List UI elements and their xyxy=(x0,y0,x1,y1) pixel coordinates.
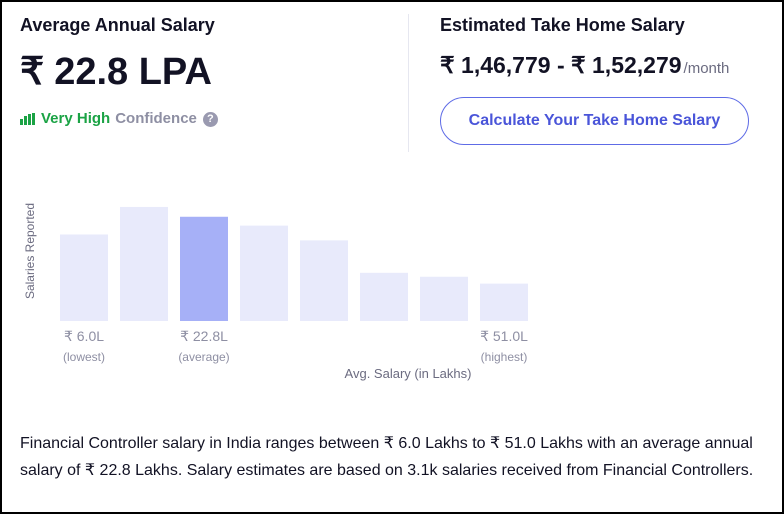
average-salary-amount: 22.8 LPA xyxy=(54,51,212,93)
tick-label: ₹ 6.0L xyxy=(64,328,104,344)
take-home-panel: Estimated Take Home Salary ₹ 1,46,779 - … xyxy=(440,14,770,145)
bars-group xyxy=(60,206,528,321)
calculate-take-home-button[interactable]: Calculate Your Take Home Salary xyxy=(440,97,749,145)
bar-5 xyxy=(300,240,348,321)
take-home-range-unit: /month xyxy=(683,60,730,77)
help-icon[interactable]: ? xyxy=(202,111,218,127)
average-salary-value: ₹ 22.8 LPA xyxy=(20,50,390,94)
confidence-indicator: Very High Confidence ? xyxy=(20,110,390,128)
take-home-title: Estimated Take Home Salary xyxy=(440,15,685,35)
salary-histogram: ₹ 6.0L (lowest) ₹ 22.8L (average) ₹ 51.0L (hi… xyxy=(23,203,528,381)
bar-4 xyxy=(240,225,288,321)
take-home-range: ₹ 1,46,779 - ₹ 1,52,279 /month xyxy=(440,52,770,79)
tick-note: (highest) xyxy=(481,350,528,364)
y-axis-label: Salaries Reported xyxy=(23,203,37,299)
take-home-range-value: ₹ 1,46,779 - ₹ 1,52,279 xyxy=(440,52,682,78)
tick-note: (lowest) xyxy=(63,350,105,364)
bar-8 xyxy=(480,283,528,321)
currency-symbol: ₹ xyxy=(20,51,45,93)
average-salary-panel: Average Annual Salary ₹ 22.8 LPA Very Hi… xyxy=(20,14,390,128)
bar-3 xyxy=(180,216,228,321)
tick-label: ₹ 51.0L xyxy=(480,328,528,344)
confidence-level: Very High xyxy=(41,110,111,127)
tick-label: ₹ 22.8L xyxy=(180,328,228,344)
bar-6 xyxy=(360,272,408,321)
tick-note: (average) xyxy=(178,350,229,364)
panel-divider xyxy=(408,14,409,152)
bar-2 xyxy=(120,206,168,321)
salary-summary-text: Financial Controller salary in India ran… xyxy=(20,435,754,479)
bar-7 xyxy=(420,276,468,321)
signal-bars-icon xyxy=(20,113,35,125)
bar-1 xyxy=(60,234,108,321)
salary-distribution-chart: ₹ 6.0L (lowest) ₹ 22.8L (average) ₹ 51.0L (hi… xyxy=(16,188,556,388)
x-axis-label: Avg. Salary (in Lakhs) xyxy=(345,366,472,381)
tick-labels-group: ₹ 6.0L (lowest) ₹ 22.8L (average) ₹ 51.0L (hi… xyxy=(63,328,528,364)
average-salary-title: Average Annual Salary xyxy=(20,15,215,35)
confidence-label: Confidence xyxy=(115,110,197,127)
